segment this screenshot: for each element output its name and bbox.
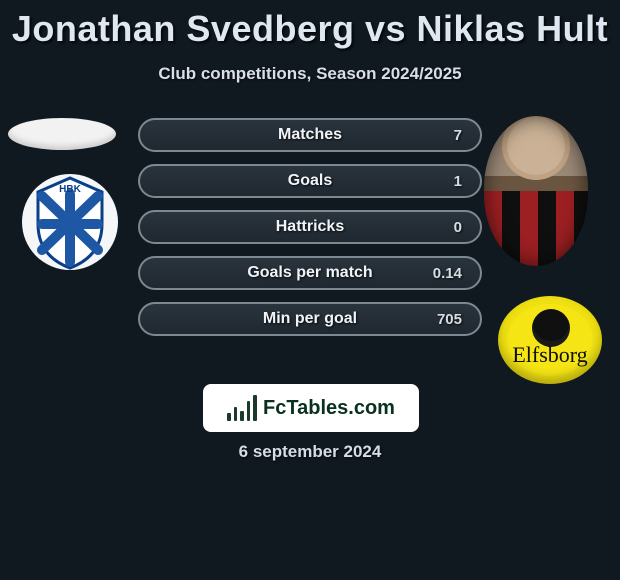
stat-value: 0.14 xyxy=(433,265,462,282)
stat-row-hattricks: Hattricks 0 xyxy=(138,210,482,244)
brand-bars-icon xyxy=(227,395,257,421)
footer-date: 6 september 2024 xyxy=(0,442,620,462)
comparison-stage: HBK Matches 7 Goals 1 Hattricks 0 Goals … xyxy=(0,102,620,402)
stat-value: 1 xyxy=(454,173,462,190)
player-photo-left-placeholder xyxy=(8,118,116,150)
stat-label: Goals xyxy=(288,172,332,190)
stat-label: Hattricks xyxy=(276,218,344,236)
player-photo-right xyxy=(484,116,588,266)
stat-row-min-per-goal: Min per goal 705 xyxy=(138,302,482,336)
club-monogram-left: HBK xyxy=(59,184,81,195)
page-title: Jonathan Svedberg vs Niklas Hult xyxy=(0,0,620,50)
elfsborg-script: Elfsborg xyxy=(506,340,594,370)
subtitle: Club competitions, Season 2024/2025 xyxy=(0,64,620,84)
club-badge-right: Elfsborg xyxy=(498,296,602,384)
stat-label: Min per goal xyxy=(263,310,357,328)
halmstad-shield-icon: HBK xyxy=(20,172,120,272)
stat-row-goals-per-match: Goals per match 0.14 xyxy=(138,256,482,290)
stat-row-matches: Matches 7 xyxy=(138,118,482,152)
stat-row-goals: Goals 1 xyxy=(138,164,482,198)
brand-badge: FcTables.com xyxy=(203,384,419,432)
club-badge-left: HBK xyxy=(20,172,120,272)
stat-label: Matches xyxy=(278,126,342,144)
stat-label: Goals per match xyxy=(247,264,372,282)
stat-value: 0 xyxy=(454,219,462,236)
stat-value: 7 xyxy=(454,127,462,144)
brand-text: FcTables.com xyxy=(263,397,395,420)
stat-value: 705 xyxy=(437,311,462,328)
